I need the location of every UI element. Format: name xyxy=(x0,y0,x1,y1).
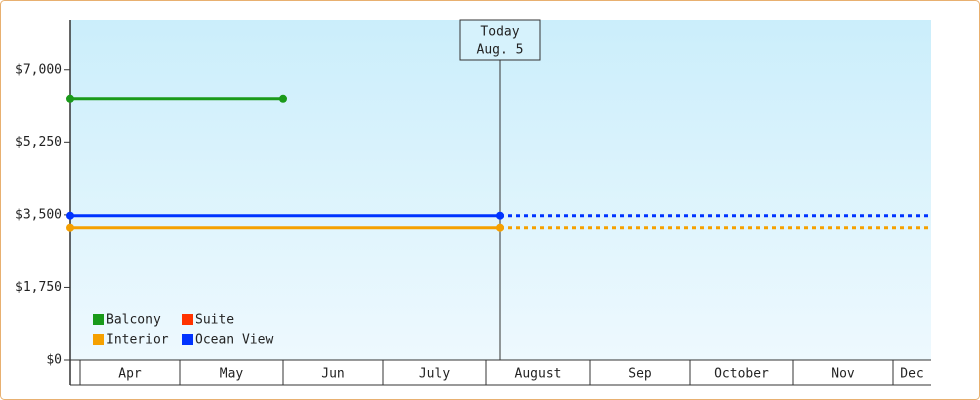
x-tick-label: May xyxy=(220,367,244,382)
x-tick-label: Apr xyxy=(118,367,142,382)
legend-swatch xyxy=(93,334,104,345)
today-label: Today xyxy=(480,25,519,40)
point xyxy=(279,94,287,103)
legend-swatch xyxy=(93,314,104,325)
y-tick-label: $5,250 xyxy=(15,135,62,150)
y-tick-label: $7,000 xyxy=(15,62,62,77)
y-tick-label: $1,750 xyxy=(15,280,62,295)
legend-label: Ocean View xyxy=(195,333,273,348)
legend-label: Balcony xyxy=(106,313,161,328)
point xyxy=(496,223,504,232)
today-date: Aug. 5 xyxy=(477,43,524,58)
x-tick-label: Jun xyxy=(321,367,344,382)
x-tick-label: October xyxy=(714,367,769,382)
point xyxy=(66,94,74,103)
y-tick-label: $3,500 xyxy=(15,207,62,222)
legend-swatch xyxy=(182,314,193,325)
x-tick-label: August xyxy=(515,367,562,382)
today-box xyxy=(459,19,541,61)
x-tick-label: Nov xyxy=(831,367,855,382)
point xyxy=(66,223,74,232)
x-tick-label: Sep xyxy=(628,367,652,382)
x-tick-label: July xyxy=(419,367,450,382)
y-tick-label: $0 xyxy=(46,353,62,368)
x-tick-label: Dec xyxy=(900,367,923,382)
point xyxy=(496,211,504,220)
legend-swatch xyxy=(182,334,193,345)
legend-label: Suite xyxy=(195,313,234,328)
point xyxy=(66,211,74,220)
legend-label: Interior xyxy=(106,333,169,348)
